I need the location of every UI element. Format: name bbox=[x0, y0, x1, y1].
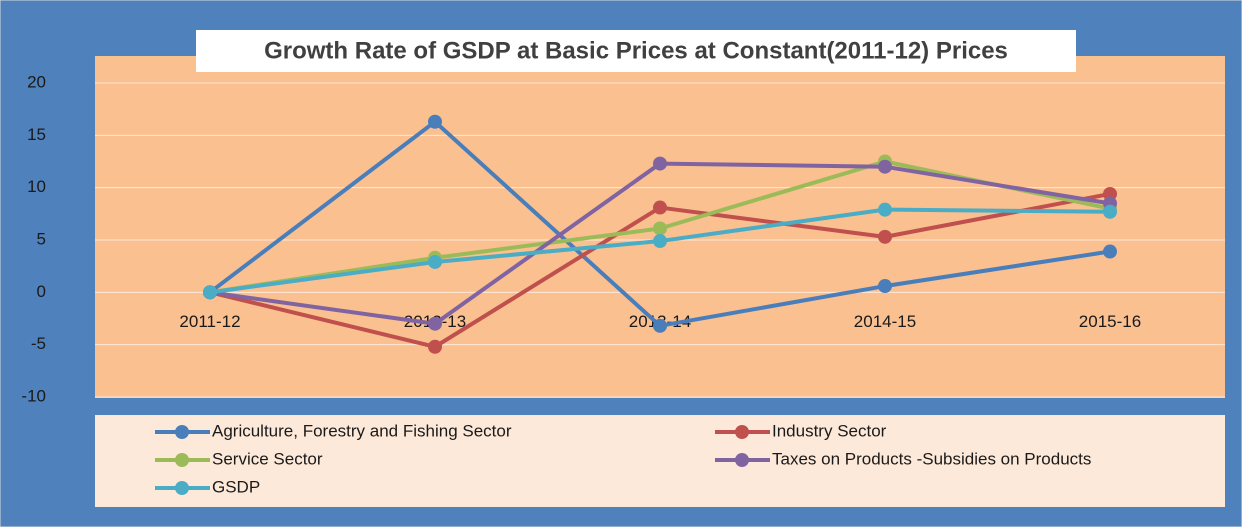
legend-label: Service Sector bbox=[212, 449, 323, 468]
legend-marker bbox=[175, 425, 189, 439]
series-marker bbox=[653, 318, 667, 333]
chart-title: Growth Rate of GSDP at Basic Prices at C… bbox=[264, 37, 1008, 64]
series-marker bbox=[653, 221, 667, 236]
legend-marker bbox=[175, 481, 189, 495]
legend-marker bbox=[735, 453, 749, 467]
series-marker bbox=[1103, 204, 1117, 219]
y-tick-label: 5 bbox=[37, 229, 46, 248]
x-tick-label: 2014-15 bbox=[854, 312, 916, 331]
y-tick-label: 20 bbox=[27, 72, 46, 91]
series-marker bbox=[878, 229, 892, 244]
series-marker bbox=[878, 279, 892, 294]
legend-marker bbox=[735, 425, 749, 439]
series-marker bbox=[428, 254, 442, 269]
legend-box bbox=[95, 415, 1225, 507]
legend-label: GSDP bbox=[212, 477, 260, 496]
title-box bbox=[196, 30, 1076, 72]
series-marker bbox=[428, 339, 442, 354]
series-marker bbox=[428, 316, 442, 331]
series-marker bbox=[1103, 244, 1117, 259]
legend-label: Agriculture, Forestry and Fishing Sector bbox=[212, 421, 512, 440]
series-marker bbox=[428, 114, 442, 129]
legend-label: Taxes on Products -Subsidies on Products bbox=[772, 449, 1091, 468]
x-tick-label: 2015-16 bbox=[1079, 312, 1141, 331]
legend-marker bbox=[175, 453, 189, 467]
series-marker bbox=[653, 156, 667, 171]
y-tick-label: 15 bbox=[27, 125, 46, 144]
series-marker bbox=[203, 285, 217, 300]
y-tick-label: 0 bbox=[37, 282, 46, 301]
y-tick-label: -10 bbox=[21, 386, 46, 405]
y-tick-label: -5 bbox=[31, 334, 46, 353]
legend-label: Industry Sector bbox=[772, 421, 887, 440]
x-tick-label: 2011-12 bbox=[179, 312, 240, 331]
series-marker bbox=[653, 234, 667, 249]
series-marker bbox=[653, 200, 667, 215]
series-marker bbox=[878, 159, 892, 174]
series-marker bbox=[878, 202, 892, 217]
y-tick-label: 10 bbox=[27, 177, 46, 196]
